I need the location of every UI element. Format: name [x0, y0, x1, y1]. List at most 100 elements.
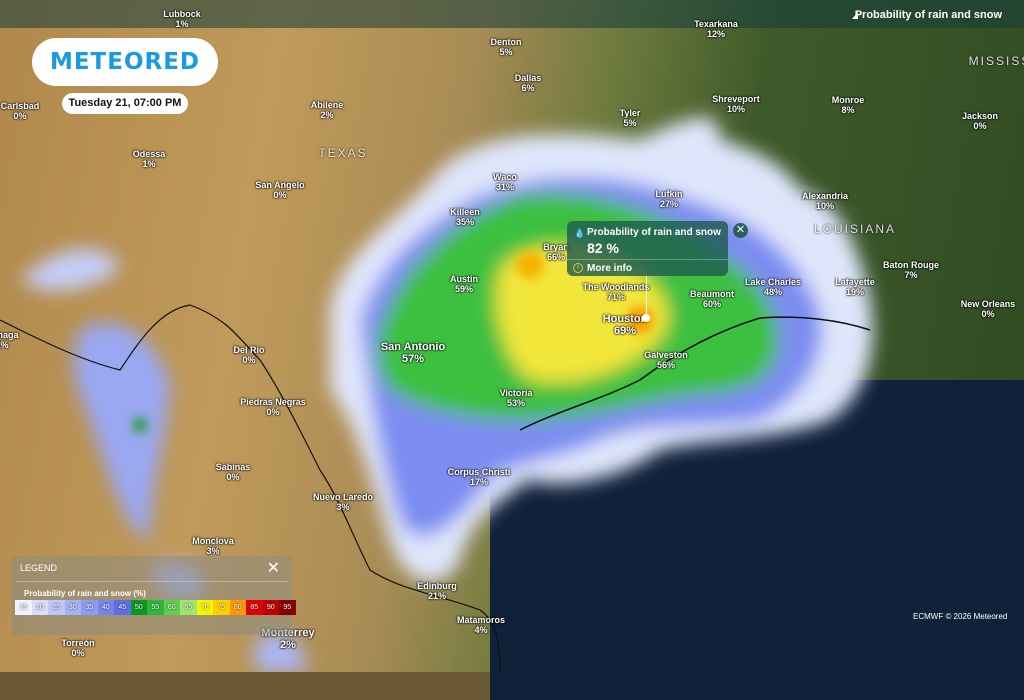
city-name: Galveston — [644, 350, 688, 360]
city-label[interactable]: Del Rio 0% — [233, 345, 264, 365]
city-label[interactable]: Beaumont 60% — [690, 289, 734, 309]
legend-swatch: 80 — [229, 600, 246, 615]
city-probability: 56% — [656, 360, 676, 370]
city-label[interactable]: Corpus Christi 17% — [448, 467, 511, 487]
location-pin[interactable] — [642, 314, 650, 322]
city-label[interactable]: Odessa 1% — [133, 149, 166, 169]
city-label[interactable]: Texarkana 12% — [694, 19, 738, 39]
info-icon: i — [573, 263, 583, 273]
city-label[interactable]: New Orleans 0% — [961, 299, 1016, 319]
city-label[interactable]: Nuevo Laredo 3% — [313, 492, 373, 512]
legend-close-button[interactable]: ✕ — [266, 560, 280, 577]
city-probability: 4% — [474, 625, 488, 635]
city-probability: 1% — [175, 19, 189, 29]
region-label: LOUISIANA — [813, 222, 897, 236]
city-probability: 19% — [845, 287, 865, 297]
precip-peak — [133, 418, 147, 432]
city-probability: 1% — [142, 159, 156, 169]
forecast-datetime[interactable]: Tuesday 21, 07:00 PM — [62, 93, 188, 114]
meteored-logo[interactable]: METEORED — [32, 38, 218, 86]
legend-swatch: 45 — [114, 600, 131, 615]
legend-header: LEGEND — [20, 563, 58, 573]
legend-swatch: 15 — [15, 600, 32, 615]
city-label[interactable]: Victoria 53% — [500, 388, 533, 408]
city-label[interactable]: Galveston 56% — [644, 350, 688, 370]
city-label[interactable]: Abilene 2% — [311, 100, 344, 120]
popup-title: Probability of rain and snow — [587, 227, 721, 238]
city-probability: 0% — [973, 121, 987, 131]
city-label[interactable]: Houston 69% — [603, 313, 648, 337]
popup-close-button[interactable]: ✕ — [733, 223, 748, 238]
city-label[interactable]: Monclova 3% — [192, 536, 234, 556]
city-probability: 6% — [521, 83, 535, 93]
city-label[interactable]: Lufkin 27% — [656, 189, 683, 209]
legend-swatch: 40 — [97, 600, 114, 615]
legend-swatch: 30 — [64, 600, 81, 615]
credit: ECMWF © 2026 Meteored — [913, 612, 1008, 621]
legend-swatch: 60 — [163, 600, 180, 615]
city-name: Killeen — [450, 207, 480, 217]
legend-swatch: 50 — [130, 600, 147, 615]
city-name: Victoria — [499, 388, 533, 398]
legend-panel: LEGEND ✕ Probability of rain and snow (%… — [12, 556, 296, 635]
city-label[interactable]: Carlsbad 0% — [1, 101, 40, 121]
city-label[interactable]: Ojinaga2% — [0, 330, 19, 350]
city-label[interactable]: The Woodlands 71% — [583, 282, 650, 302]
legend-swatch: 75 — [213, 600, 230, 615]
city-probability: 10% — [815, 201, 834, 211]
legend-title: Probability of rain and snow (%) — [24, 589, 146, 598]
city-name: Waco — [493, 172, 517, 182]
city-label[interactable]: Sabinas 0% — [216, 462, 251, 482]
city-label[interactable]: Killeen 35% — [450, 207, 480, 227]
city-label[interactable]: Dallas 6% — [515, 73, 542, 93]
city-label[interactable]: Monroe 8% — [832, 95, 865, 115]
city-name: Monroe — [831, 95, 865, 105]
legend-swatch: 70 — [196, 600, 213, 615]
city-label[interactable]: Bryan 66% — [543, 242, 569, 262]
city-name: The Woodlands — [582, 282, 650, 292]
layer-icon — [852, 12, 858, 19]
city-label[interactable]: Edinburg 21% — [417, 581, 457, 601]
city-label[interactable]: Austin 59% — [450, 274, 478, 294]
city-label[interactable]: Lake Charles 48% — [745, 277, 801, 297]
city-name: Ojinaga — [0, 330, 19, 340]
legend-swatch: 20 — [31, 600, 48, 615]
city-name: Lake Charles — [744, 277, 802, 287]
legend-swatch: 25 — [48, 600, 65, 615]
legend-swatch: 55 — [147, 600, 164, 615]
city-label[interactable]: Lafayette 19% — [835, 277, 875, 297]
more-info-link[interactable]: More info — [587, 263, 632, 274]
city-label[interactable]: San Antonio 57% — [381, 341, 445, 365]
legend-swatch: 85 — [246, 600, 263, 615]
precip-area — [255, 634, 306, 672]
city-name: Lafayette — [835, 277, 875, 287]
city-probability: 0% — [273, 190, 287, 200]
city-label[interactable]: Baton Rouge 7% — [883, 260, 939, 280]
city-label[interactable]: Torreón 0% — [61, 638, 94, 658]
city-label[interactable]: Denton 5% — [491, 37, 522, 57]
city-name: Austin — [450, 274, 478, 284]
city-label[interactable]: Piedras Negras 0% — [240, 397, 306, 417]
city-probability: 66% — [546, 252, 566, 262]
precipitation-overlay — [0, 117, 873, 672]
city-probability: 53% — [506, 398, 526, 408]
layer-title[interactable]: Probability of rain and snow — [854, 9, 1002, 21]
region-label: MISSISS — [968, 54, 1024, 68]
city-probability: 2% — [0, 340, 9, 350]
city-label[interactable]: Lubbock 1% — [163, 9, 201, 29]
city-label[interactable]: Tyler 5% — [620, 108, 641, 128]
city-probability: 21% — [427, 591, 446, 601]
city-label[interactable]: Alexandria 10% — [802, 191, 848, 211]
city-label[interactable]: Matamoros 4% — [457, 615, 505, 635]
city-label[interactable]: San Angelo 0% — [255, 180, 304, 200]
city-probability: 0% — [226, 472, 240, 482]
city-name: Piedras Negras — [240, 397, 306, 407]
city-name: Jackson — [961, 111, 999, 121]
city-probability: 27% — [659, 199, 678, 209]
city-label[interactable]: Shreveport 10% — [712, 94, 760, 114]
city-label[interactable]: Jackson 0% — [962, 111, 998, 131]
city-name: San Angelo — [255, 180, 305, 190]
city-probability: 3% — [336, 502, 350, 512]
city-label[interactable]: Waco 31% — [493, 172, 517, 192]
